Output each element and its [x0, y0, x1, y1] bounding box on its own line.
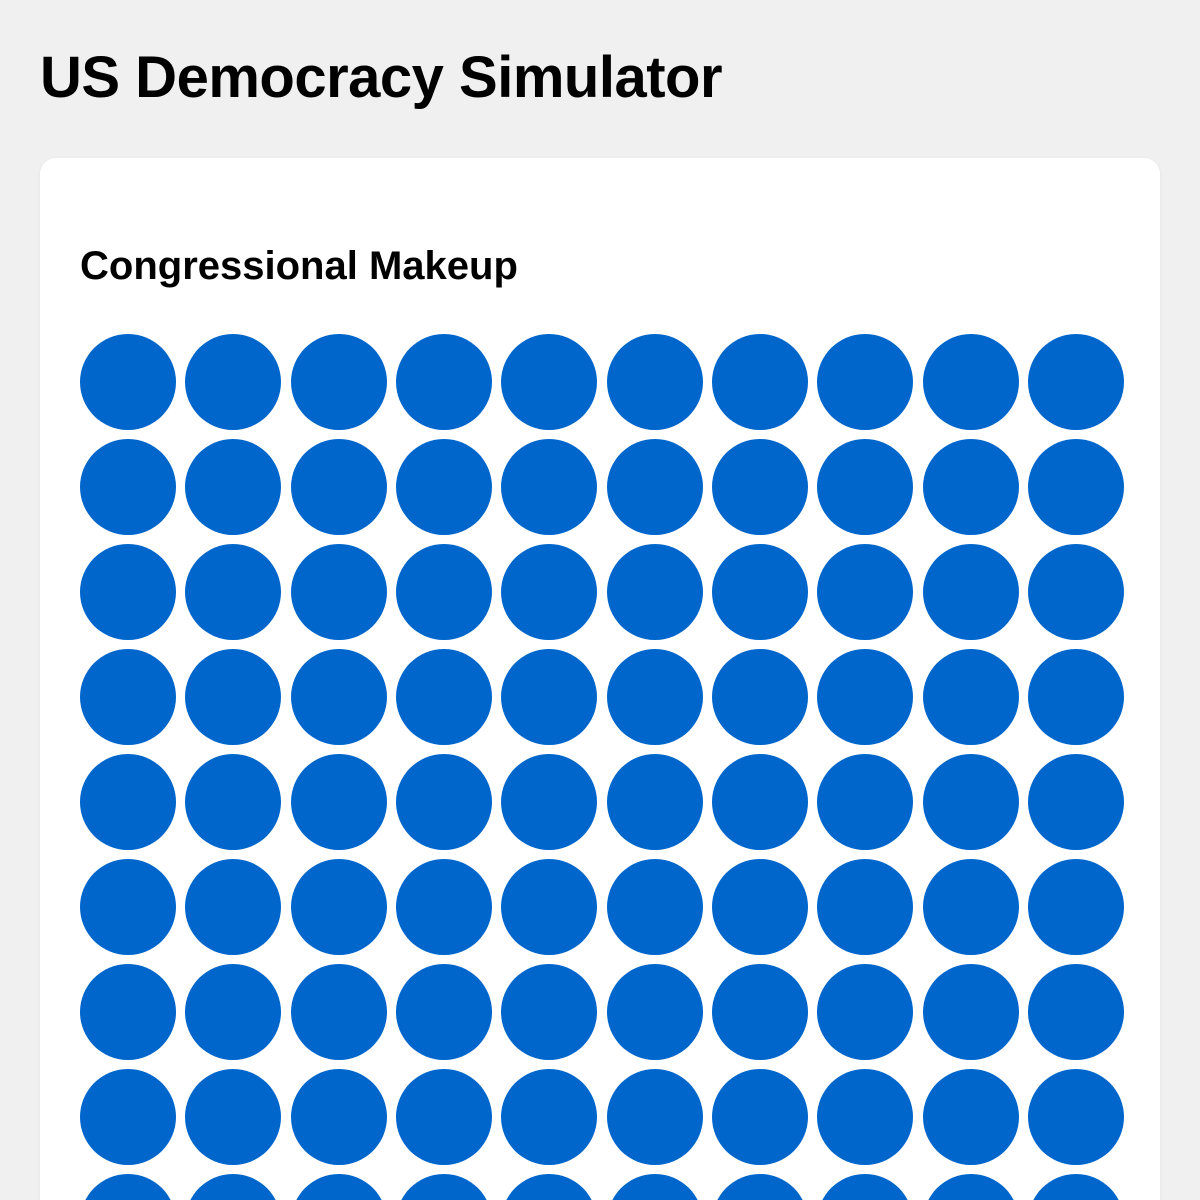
seat-circle	[817, 544, 914, 640]
seat-circle	[185, 859, 282, 955]
seat-circle	[922, 1069, 1019, 1165]
seat-circle	[290, 1069, 387, 1165]
seat-circle	[1027, 1069, 1124, 1165]
seat-circle	[606, 439, 703, 535]
seat-circle	[395, 859, 492, 955]
seat-circle	[922, 334, 1019, 430]
seat-circle	[817, 964, 914, 1060]
seat-circle	[922, 964, 1019, 1060]
seat-circle	[185, 439, 282, 535]
seat-circle	[711, 1174, 808, 1200]
seat-circle	[501, 754, 598, 850]
seat-circle	[290, 544, 387, 640]
card-title: Congressional Makeup	[80, 244, 518, 288]
seat-circle	[395, 439, 492, 535]
seat-circle	[80, 754, 176, 850]
seat-circle	[290, 334, 387, 430]
seat-circle	[185, 1069, 282, 1165]
seat-circle	[1027, 859, 1124, 955]
seat-circle	[501, 964, 598, 1060]
seat-circle	[290, 439, 387, 535]
app-title: US Democracy Simulator	[40, 45, 723, 110]
seat-circle	[290, 1174, 387, 1200]
seat-circle	[1027, 754, 1124, 850]
seat-circle	[711, 1069, 808, 1165]
seat-circle	[501, 649, 598, 745]
seat-circle	[606, 544, 703, 640]
seat-circle	[922, 544, 1019, 640]
seat-circle	[922, 754, 1019, 850]
seat-circle	[185, 544, 282, 640]
seat-circle	[606, 859, 703, 955]
seat-circle	[922, 1174, 1019, 1200]
seat-circle	[80, 859, 176, 955]
seat-circle	[1027, 1174, 1124, 1200]
seat-circle	[80, 649, 176, 745]
seat-circle	[290, 964, 387, 1060]
seat-circle	[501, 1174, 598, 1200]
seat-circle	[185, 1174, 282, 1200]
seat-circle	[606, 1069, 703, 1165]
seat-circle	[80, 964, 176, 1060]
seat-circle	[922, 439, 1019, 535]
seat-circle	[290, 754, 387, 850]
seat-circle	[606, 1174, 703, 1200]
congressional-makeup-card: Congressional Makeup	[40, 158, 1160, 1200]
seat-circle	[501, 439, 598, 535]
seat-circle	[606, 754, 703, 850]
seat-circle	[711, 544, 808, 640]
seat-circle	[1027, 544, 1124, 640]
seat-circle	[290, 859, 387, 955]
seat-circle	[395, 334, 492, 430]
seat-circle	[395, 1174, 492, 1200]
seat-circle	[817, 439, 914, 535]
seat-circle	[501, 1069, 598, 1165]
seat-circle	[395, 964, 492, 1060]
seat-circle	[1027, 964, 1124, 1060]
seat-circle	[80, 544, 176, 640]
seat-circle	[606, 649, 703, 745]
seat-circle	[817, 1069, 914, 1165]
seat-circle	[817, 754, 914, 850]
seat-circle	[395, 544, 492, 640]
seat-circle	[290, 649, 387, 745]
seat-circle	[711, 859, 808, 955]
seat-circle	[1027, 334, 1124, 430]
seat-circle	[185, 964, 282, 1060]
seat-circle	[606, 334, 703, 430]
seat-circle	[817, 1174, 914, 1200]
seat-circle	[1027, 649, 1124, 745]
seat-circle	[711, 649, 808, 745]
seat-circle	[501, 544, 598, 640]
seat-circle	[395, 754, 492, 850]
seat-grid	[80, 334, 1124, 1200]
seat-circle	[80, 1174, 176, 1200]
seat-circle	[501, 859, 598, 955]
seat-circle	[922, 859, 1019, 955]
seat-circle	[80, 439, 176, 535]
seat-circle	[395, 1069, 492, 1165]
seat-circle	[922, 649, 1019, 745]
seat-circle	[80, 334, 176, 430]
seat-circle	[501, 334, 598, 430]
seat-circle	[185, 334, 282, 430]
seat-circle	[606, 964, 703, 1060]
seat-circle	[817, 649, 914, 745]
seat-circle	[817, 334, 914, 430]
seat-circle	[1027, 439, 1124, 535]
seat-circle	[711, 964, 808, 1060]
seat-circle	[711, 439, 808, 535]
seat-circle	[711, 334, 808, 430]
seat-circle	[185, 754, 282, 850]
seat-circle	[395, 649, 492, 745]
seat-circle	[185, 649, 282, 745]
seat-circle	[711, 754, 808, 850]
seat-circle	[80, 1069, 176, 1165]
seat-circle	[817, 859, 914, 955]
